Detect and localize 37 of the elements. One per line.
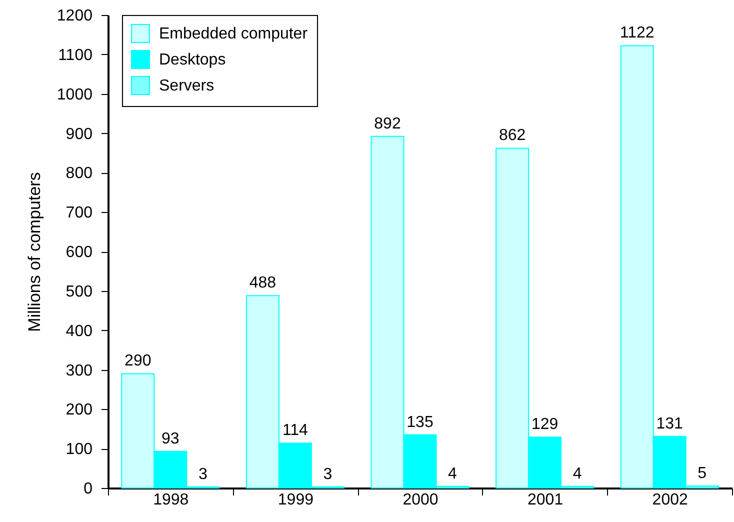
data-label: 4	[448, 465, 458, 482]
data-label: 862	[498, 127, 526, 144]
data-label: 3	[323, 466, 332, 483]
legend-label: Servers	[159, 78, 214, 94]
y-tick-label: 300	[66, 362, 93, 380]
x-tick-label: 2000	[402, 492, 438, 508]
y-tick-label: 1100	[58, 46, 93, 64]
data-label: 131	[656, 415, 684, 432]
x-tick-label: 1998	[153, 492, 189, 508]
y-tick-label: 0	[84, 480, 93, 498]
data-label: 290	[124, 352, 152, 370]
legend-label: Desktops	[159, 52, 226, 68]
data-label: 114	[282, 422, 308, 440]
data-label: 892	[374, 115, 401, 132]
y-tick-label: 1200	[56, 8, 93, 24]
x-tick-label: 1999	[278, 492, 314, 508]
y-tick-label: 500	[66, 283, 93, 300]
data-label: 3	[198, 466, 208, 483]
y-tick-label: 600	[66, 244, 93, 261]
data-label: 135	[406, 414, 434, 431]
legend-label: Embedded computer	[159, 26, 308, 42]
data-label: 4	[572, 465, 582, 482]
x-tick-label: 2001	[528, 492, 564, 508]
x-tick-label: 2002	[652, 492, 688, 508]
data-label: 93	[162, 430, 180, 448]
y-tick-label: 800	[66, 165, 93, 182]
data-label: 488	[249, 274, 276, 292]
y-tick-label: 400	[66, 322, 93, 340]
y-tick-label: 700	[66, 204, 93, 222]
y-tick-label: 100	[66, 441, 93, 458]
y-axis-title: Millions of computers	[24, 172, 44, 332]
data-label: 1122	[620, 24, 654, 42]
data-label: 129	[531, 416, 558, 434]
y-tick-label: 200	[66, 402, 93, 419]
data-label: 5	[698, 465, 707, 482]
y-tick-label: 1000	[56, 86, 93, 104]
y-tick-label: 900	[66, 126, 93, 143]
